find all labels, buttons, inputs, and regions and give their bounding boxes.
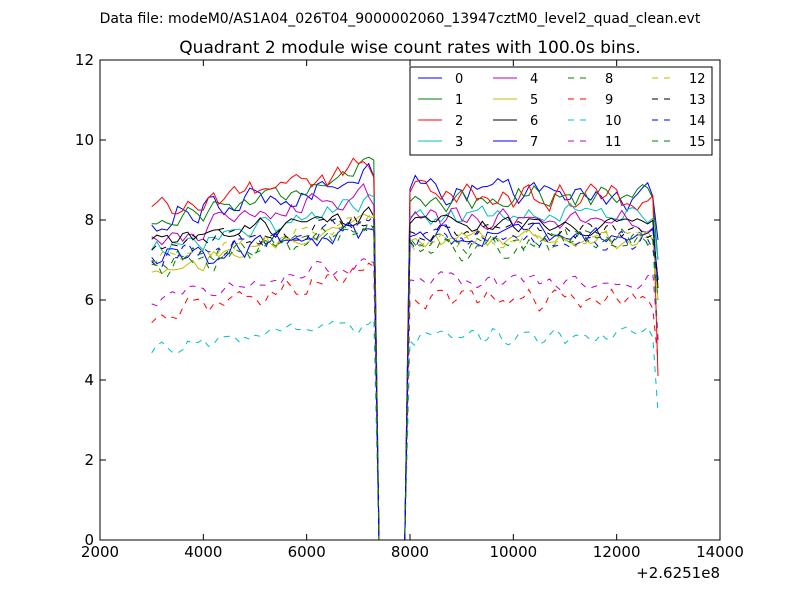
legend-label-1: 1 bbox=[455, 93, 463, 108]
y-tick-label: 0 bbox=[84, 531, 94, 549]
legend-label-8: 8 bbox=[605, 72, 613, 87]
legend-box bbox=[409, 66, 713, 156]
y-tick-label: 12 bbox=[75, 51, 94, 69]
series-line-2 bbox=[151, 157, 659, 540]
x-tick-label: 14000 bbox=[696, 543, 744, 561]
y-tick-label: 8 bbox=[84, 211, 94, 229]
series-line-0 bbox=[151, 162, 659, 540]
legend-label-12: 12 bbox=[689, 72, 706, 87]
x-tick-label: 10000 bbox=[489, 543, 537, 561]
legend-label-5: 5 bbox=[530, 93, 538, 108]
legend-label-6: 6 bbox=[530, 114, 538, 129]
legend-label-2: 2 bbox=[455, 114, 463, 129]
series-line-1 bbox=[151, 156, 659, 540]
x-tick-label: 12000 bbox=[593, 543, 641, 561]
y-tick-label: 10 bbox=[75, 131, 94, 149]
x-tick-label: 2000 bbox=[81, 543, 119, 561]
series-line-6 bbox=[151, 206, 659, 540]
legend-label-4: 4 bbox=[530, 72, 538, 87]
chart-title: Quadrant 2 module wise count rates with … bbox=[179, 38, 640, 58]
x-tick-label: 4000 bbox=[184, 543, 222, 561]
series-line-3 bbox=[151, 193, 659, 540]
series-line-10 bbox=[151, 317, 659, 540]
legend-label-13: 13 bbox=[689, 93, 706, 108]
series-line-4 bbox=[151, 182, 659, 540]
y-tick-label: 6 bbox=[84, 291, 94, 309]
series-line-12 bbox=[151, 211, 659, 540]
legend-label-14: 14 bbox=[689, 114, 706, 129]
suptitle: Data file: modeM0/AS1A04_026T04_90000020… bbox=[100, 11, 701, 27]
series-line-11 bbox=[151, 258, 659, 540]
legend-label-0: 0 bbox=[455, 72, 463, 87]
x-tick-label: 6000 bbox=[288, 543, 326, 561]
series-layer bbox=[151, 156, 659, 540]
legend-label-9: 9 bbox=[605, 93, 613, 108]
series-line-9 bbox=[151, 262, 659, 540]
y-tick-label: 2 bbox=[84, 451, 94, 469]
series-line-5 bbox=[151, 213, 659, 540]
legend-label-3: 3 bbox=[455, 135, 463, 150]
legend-label-7: 7 bbox=[530, 135, 538, 150]
x-offset-label: +2.6251e8 bbox=[636, 564, 720, 582]
legend-label-10: 10 bbox=[605, 114, 622, 129]
legend-label-15: 15 bbox=[689, 135, 706, 150]
series-line-7 bbox=[151, 221, 659, 540]
legend-label-11: 11 bbox=[605, 135, 622, 150]
x-tick-label: 8000 bbox=[391, 543, 429, 561]
series-line-15 bbox=[151, 222, 659, 540]
y-tick-label: 4 bbox=[84, 371, 94, 389]
